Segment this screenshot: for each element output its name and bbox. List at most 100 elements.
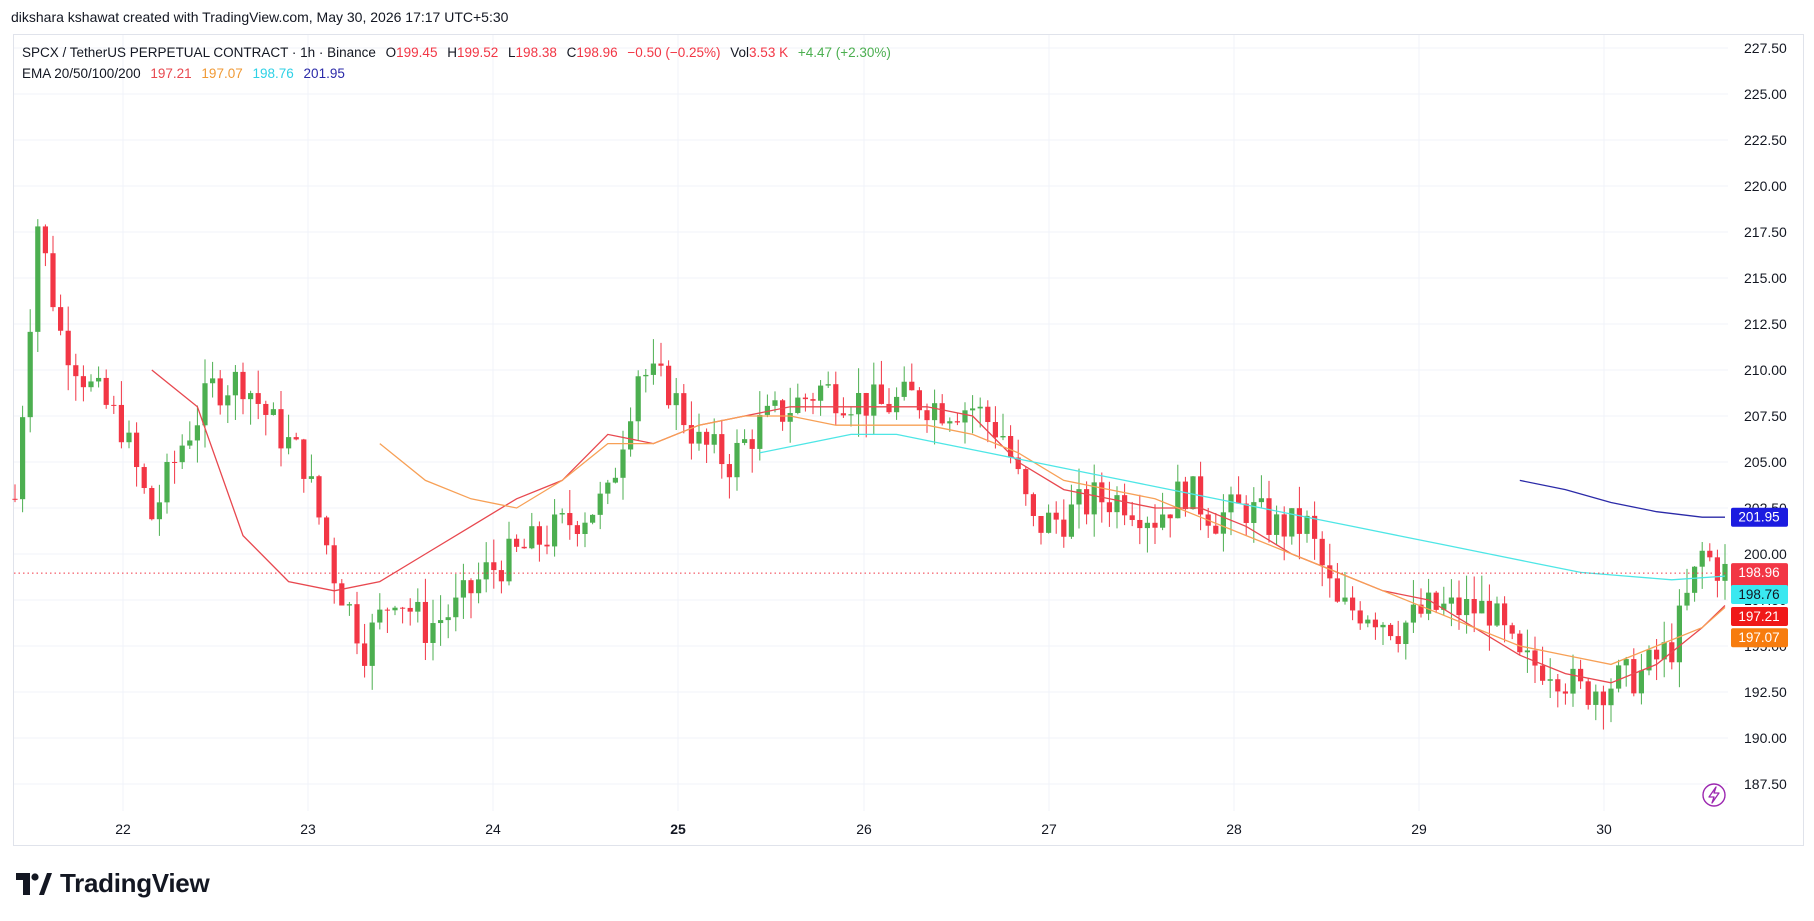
candle-body [149, 488, 155, 520]
candle-body [339, 583, 345, 606]
high-label: H [447, 45, 457, 60]
candle-body [270, 409, 276, 415]
candle-body [1023, 469, 1029, 495]
candle-body [780, 400, 786, 422]
candle-body [688, 425, 694, 444]
candle-body [240, 371, 246, 400]
candle-body [605, 482, 611, 494]
candle-body [825, 384, 831, 386]
candle-body [498, 570, 504, 582]
ema-label[interactable]: EMA 20/50/100/200 [22, 66, 141, 81]
candle-body [1692, 566, 1698, 593]
candle-body [1395, 636, 1401, 645]
candle-body [833, 384, 839, 414]
candle-body [1448, 597, 1454, 604]
lightning-icon[interactable] [1702, 783, 1726, 807]
candle-body [1684, 592, 1690, 606]
candle-body [1600, 691, 1606, 706]
footer-logo[interactable]: TradingView [16, 868, 210, 899]
candle-body [582, 522, 588, 534]
candle-body [1137, 519, 1143, 529]
symbol-name[interactable]: SPCX / TetherUS PERPETUAL CONTRACT · 1h … [22, 45, 376, 60]
y-tick-label: 225.00 [1744, 86, 1787, 102]
candle-body [1015, 457, 1021, 470]
candle-body [232, 371, 238, 396]
x-tick-label: 26 [856, 821, 872, 837]
candle-body [460, 580, 466, 598]
candle-body [1122, 495, 1128, 516]
candle-body [962, 410, 968, 423]
candle-body [1479, 600, 1485, 614]
candle-body [620, 449, 626, 478]
ema20-value: 197.21 [150, 66, 192, 81]
candle-body [42, 226, 48, 254]
x-tick-label: 25 [670, 821, 686, 837]
y-tick-label: 187.50 [1744, 776, 1787, 792]
candle-body [1099, 482, 1105, 503]
candle-body [711, 434, 717, 445]
candle-body [1213, 525, 1219, 534]
candle-body [217, 378, 223, 406]
candle-body [1426, 592, 1432, 614]
ema100-value: 198.76 [252, 66, 294, 81]
candle-body [1722, 563, 1728, 581]
candle-body [1076, 489, 1082, 505]
candle-body [1547, 679, 1553, 681]
candle-body [742, 439, 748, 443]
candle-body [65, 330, 71, 366]
candle-body [506, 538, 512, 582]
chart-frame[interactable] [13, 34, 1804, 846]
candle-body [1433, 592, 1439, 610]
ema-line-ema200 [1519, 479, 1725, 518]
candle-body [1676, 605, 1682, 663]
candle-body [932, 403, 938, 421]
candle-body [992, 422, 998, 438]
candle-body [1061, 519, 1067, 537]
candle-body [1418, 604, 1424, 614]
candle-body [12, 498, 18, 500]
y-tick-label: 215.00 [1744, 270, 1787, 286]
candle-body [1008, 436, 1014, 458]
candle-body [734, 442, 740, 478]
candle-body [871, 384, 877, 416]
candle-body [1562, 691, 1568, 694]
ema200-price-tag [1731, 507, 1788, 527]
candle-body [567, 513, 573, 526]
candle-body [1289, 508, 1295, 537]
candle-body [1593, 691, 1599, 705]
candle-body [118, 404, 124, 443]
candle-body [1714, 557, 1720, 581]
candle-body [643, 374, 649, 377]
candle-body [1623, 659, 1629, 666]
candle-body [894, 396, 900, 413]
x-tick-label: 23 [300, 821, 316, 837]
candle-body [316, 476, 322, 518]
candle-body [635, 376, 641, 422]
candle-body [764, 405, 770, 415]
candle-body [35, 226, 41, 332]
x-tick-label: 30 [1596, 821, 1612, 837]
close-value: 198.96 [576, 45, 618, 60]
candle-body [1403, 622, 1409, 645]
candle-body [1030, 494, 1036, 516]
candle-body [673, 393, 679, 406]
candle-body [210, 378, 216, 384]
y-tick-label: 222.50 [1744, 132, 1787, 148]
candle-body [430, 623, 436, 643]
low-label: L [508, 45, 516, 60]
candle-body [1616, 665, 1622, 689]
candle-body [696, 431, 702, 444]
candle-body [1357, 610, 1363, 624]
candle-body [1578, 668, 1584, 682]
candle-body [422, 601, 428, 643]
candle-body [1091, 482, 1097, 515]
ema20-price-tag-text: 197.21 [1738, 609, 1779, 624]
y-tick-label: 217.50 [1744, 224, 1787, 240]
candle-body [1486, 600, 1492, 626]
candle-body [202, 383, 208, 426]
candle-body [795, 397, 801, 414]
ema-line-ema20 [151, 369, 1726, 684]
candle-body [886, 403, 892, 413]
candle-body [529, 526, 535, 549]
